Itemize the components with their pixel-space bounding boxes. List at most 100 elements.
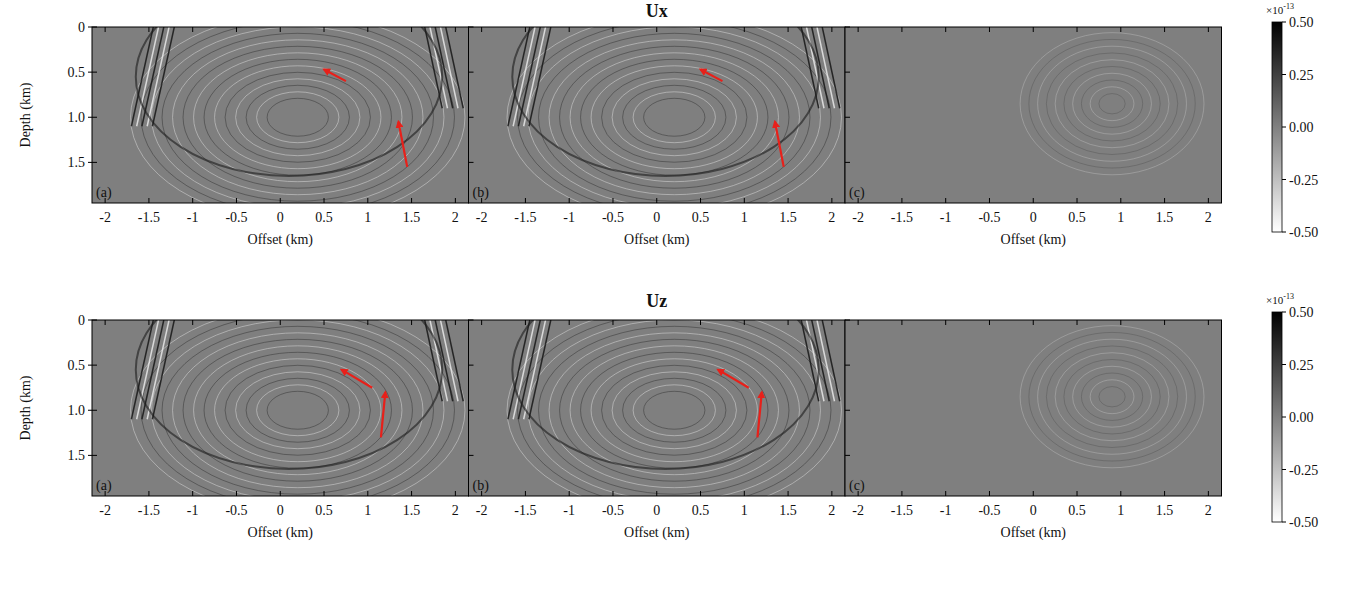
colorbar-tick — [1282, 417, 1286, 418]
wavefield-texture — [549, 40, 799, 195]
x-tick — [148, 198, 149, 203]
wavefield-texture — [1081, 373, 1142, 420]
x-tick — [744, 198, 745, 203]
wavefield-texture — [236, 372, 360, 449]
x-tick — [525, 198, 526, 203]
x-tick — [1120, 27, 1121, 32]
y-tick — [469, 410, 474, 411]
y-tick — [845, 162, 850, 163]
x-tick-label: -2 — [476, 210, 488, 225]
x-tick — [858, 27, 859, 32]
colorbar-tick-label: -0.25 — [1289, 463, 1318, 478]
wavefield-texture — [1064, 359, 1160, 433]
panel-frame — [845, 27, 1222, 203]
wavefield-texture — [246, 85, 349, 149]
x-tick — [901, 27, 902, 32]
x-tick — [280, 198, 281, 203]
wavefield-texture — [1090, 87, 1134, 121]
x-tick — [831, 491, 832, 496]
x-tick-label: 0.5 — [1068, 210, 1086, 225]
x-tick-label: -1 — [940, 503, 952, 518]
panel-label: (a) — [96, 185, 112, 201]
wavefield-texture — [152, 27, 174, 126]
wavefield-texture — [204, 59, 391, 175]
annotation-arrow — [324, 69, 346, 81]
x-tick — [1033, 320, 1034, 325]
x-tick — [831, 198, 832, 203]
x-tick — [1120, 198, 1121, 203]
x-tick — [901, 198, 902, 203]
wavefield-texture — [822, 320, 840, 401]
x-tick-label: -1.5 — [891, 503, 913, 518]
wavefield-texture — [1073, 366, 1152, 427]
x-tick — [192, 320, 193, 325]
x-tick — [192, 27, 193, 32]
x-tick — [525, 27, 526, 32]
wavefield-texture — [1046, 53, 1177, 155]
x-tick — [1033, 198, 1034, 203]
wavefield-texture — [1055, 60, 1169, 148]
x-tick — [612, 320, 613, 325]
x-tick-label: 0.5 — [315, 210, 333, 225]
x-tick — [1033, 27, 1034, 32]
x-tick — [945, 491, 946, 496]
x-tick-label: -0.5 — [978, 503, 1000, 518]
x-tick — [945, 320, 946, 325]
wavefield-texture — [215, 359, 381, 462]
x-tick — [788, 27, 789, 32]
wavefield-texture — [147, 320, 169, 419]
wavefield-texture — [1099, 94, 1125, 114]
wavefield-texture — [267, 98, 328, 136]
wavefield-texture — [591, 359, 757, 462]
x-tick — [569, 491, 570, 496]
wavefield-texture — [529, 320, 551, 419]
colorbar-tick-label: -0.50 — [1289, 515, 1318, 530]
annotation-arrow — [775, 122, 784, 167]
panel-image — [469, 27, 846, 203]
x-tick — [367, 198, 368, 203]
y-tick — [469, 365, 474, 366]
x-tick — [324, 491, 325, 496]
x-tick — [367, 27, 368, 32]
x-tick-label: -1.5 — [138, 210, 160, 225]
x-tick-label: -1 — [563, 503, 575, 518]
y-tick — [88, 117, 92, 118]
x-tick-label: 0.5 — [1068, 503, 1086, 518]
x-tick-label: -0.5 — [602, 210, 624, 225]
wavefield-texture — [173, 40, 423, 195]
y-tick — [92, 365, 97, 366]
x-tick-label: 1.5 — [779, 503, 797, 518]
colorbar-tick — [1282, 364, 1286, 365]
wavefield-texture — [644, 391, 705, 429]
wavefield-texture — [1038, 46, 1187, 161]
y-tick — [88, 365, 92, 366]
wavefield-texture — [1046, 346, 1177, 448]
x-tick-label: -1 — [563, 210, 575, 225]
colorbar-tick — [1282, 127, 1286, 128]
x-tick-label: -1 — [187, 210, 199, 225]
panel-label: (a) — [96, 478, 112, 494]
x-tick — [901, 491, 902, 496]
colorbar-scale-base: ×10 — [1266, 4, 1284, 16]
x-axis-title: Offset (km) — [624, 232, 690, 248]
x-tick-label: 0 — [1030, 503, 1037, 518]
wavefield-texture — [560, 339, 789, 481]
x-tick — [148, 491, 149, 496]
wavefield-texture — [204, 352, 391, 468]
x-tick — [455, 198, 456, 203]
wavefield-texture — [612, 372, 736, 449]
x-tick — [481, 491, 482, 496]
x-tick — [700, 491, 701, 496]
y-tick — [845, 410, 850, 411]
x-tick — [1077, 198, 1078, 203]
wavefield-texture — [183, 46, 412, 188]
x-tick-label: -2 — [99, 210, 111, 225]
wavefield-texture — [1029, 332, 1195, 461]
x-tick — [1077, 491, 1078, 496]
wavefield-texture — [591, 66, 757, 169]
panel-frame — [92, 320, 469, 496]
x-tick-label: 1.5 — [779, 210, 797, 225]
y-tick — [92, 72, 97, 73]
y-tick — [88, 320, 92, 321]
wavefield-texture — [529, 27, 551, 126]
